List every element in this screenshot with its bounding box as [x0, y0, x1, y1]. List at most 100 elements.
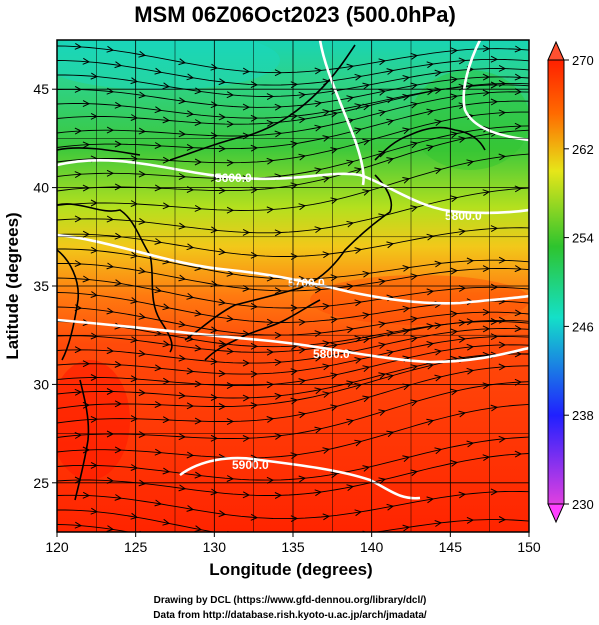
- streamline-arrow: [226, 315, 235, 322]
- streamline-arrow: [498, 153, 507, 161]
- streamline-arrow: [154, 448, 163, 456]
- streamline-arrow: [218, 370, 227, 377]
- streamline-arrow: [402, 305, 411, 313]
- streamline-arrow: [266, 157, 275, 165]
- colorbar-tick-label: 230: [572, 497, 594, 512]
- streamline-arrow: [378, 477, 387, 484]
- streamline-arrow: [498, 79, 507, 87]
- streamline-arrow: [210, 63, 219, 71]
- streamline-arrow: [74, 476, 83, 484]
- y-tick-label: 40: [33, 180, 49, 196]
- streamline-arrow: [314, 286, 323, 294]
- streamline-arrow: [346, 349, 355, 356]
- streamline-arrow: [354, 73, 363, 81]
- streamline-arrow: [178, 97, 187, 105]
- streamline-arrow: [90, 112, 99, 120]
- x-tick-label: 145: [439, 539, 463, 555]
- streamline-arrow: [514, 73, 523, 81]
- y-axis: 25 30 35 40 45: [33, 81, 57, 491]
- streamline-arrow: [466, 516, 475, 524]
- streamline-arrow: [114, 140, 123, 148]
- colorbar-tick-label: 262: [572, 142, 594, 157]
- streamline-arrow: [362, 82, 371, 90]
- streamline-arrow: [314, 167, 323, 174]
- streamline-arrow: [178, 484, 187, 492]
- streamline-arrow: [346, 95, 355, 102]
- streamline-arrow: [450, 328, 459, 336]
- streamline-arrow: [482, 73, 491, 81]
- y-tick-label: 25: [33, 475, 49, 491]
- streamline-arrow: [410, 273, 419, 281]
- streamline-arrow: [250, 402, 259, 410]
- streamline-arrow: [450, 310, 459, 318]
- streamline-arrow: [154, 106, 163, 114]
- contour-line: [179, 456, 421, 500]
- streamline-arrow: [482, 454, 491, 462]
- streamline-arrow: [74, 260, 83, 267]
- streamline-arrow: [386, 157, 395, 164]
- streamline-arrow: [426, 108, 435, 116]
- streamline-arrow: [274, 229, 283, 237]
- streamline-arrow: [154, 401, 163, 408]
- streamline-arrow: [330, 274, 339, 282]
- streamline-arrow: [346, 380, 355, 388]
- streamline-arrow: [330, 110, 339, 118]
- y-tick-label: 45: [33, 81, 49, 97]
- streamline-arrow: [250, 370, 259, 378]
- streamline-arrow: [434, 322, 443, 330]
- streamline-arrow: [482, 125, 491, 133]
- streamline-arrow: [154, 142, 163, 149]
- hokkaido-coast: [374, 126, 486, 161]
- streamline-arrow: [154, 184, 163, 192]
- streamline-arrow: [218, 113, 227, 121]
- streamline-arrow: [138, 217, 147, 225]
- streamline-arrow: [178, 320, 187, 328]
- x-tick-label: 125: [124, 539, 148, 555]
- streamline-arrow: [466, 367, 475, 375]
- japan-south-coast: [204, 299, 321, 361]
- streamline-arrow: [426, 496, 435, 504]
- streamline-arrow: [434, 447, 443, 455]
- streamline-arrow: [138, 91, 147, 99]
- streamline-arrow: [482, 325, 491, 333]
- streamline-arrow: [186, 110, 195, 118]
- streamline-arrow: [162, 82, 171, 90]
- streamline-arrow: [210, 394, 219, 401]
- streamline-arrow: [450, 47, 459, 55]
- streamline-arrow: [514, 88, 523, 96]
- contours: [57, 40, 529, 500]
- streamline-arrow: [162, 202, 171, 210]
- streamline-arrow: [386, 118, 395, 126]
- streamline-arrow: [90, 72, 99, 80]
- colorbar-tick-label: 238: [572, 408, 594, 423]
- streamline-arrow: [410, 141, 419, 149]
- streamline-arrow: [274, 492, 283, 499]
- streamline-arrow: [362, 103, 371, 111]
- streamline-arrow: [186, 143, 195, 151]
- streamline-arrow: [274, 359, 283, 366]
- streamline-arrow: [330, 342, 339, 350]
- streamline-arrow: [386, 329, 395, 337]
- streamline-arrow: [162, 518, 171, 526]
- streamline-arrow: [490, 318, 499, 325]
- streamline-arrow: [210, 101, 219, 109]
- contour-line: [57, 318, 529, 364]
- streamline-arrow: [210, 226, 219, 234]
- streamline-arrow: [114, 446, 123, 454]
- streamline-arrow: [114, 61, 123, 69]
- streamline-arrow: [330, 147, 339, 154]
- streamline-arrow: [354, 167, 363, 174]
- streamline-arrow: [250, 81, 259, 89]
- streamline-arrow: [162, 340, 171, 348]
- streamline-arrow: [130, 415, 139, 423]
- streamline-arrow: [154, 238, 163, 245]
- streamline-arrow: [434, 348, 443, 356]
- streamline-arrow: [90, 291, 99, 298]
- streamline-arrow: [314, 387, 323, 395]
- y-tick-label: 30: [33, 376, 49, 392]
- streamline-arrow: [330, 372, 339, 380]
- streamline-arrow: [362, 365, 371, 372]
- streamline-arrow: [130, 114, 139, 121]
- streamline-arrow: [514, 185, 523, 193]
- streamline-arrow: [74, 521, 83, 529]
